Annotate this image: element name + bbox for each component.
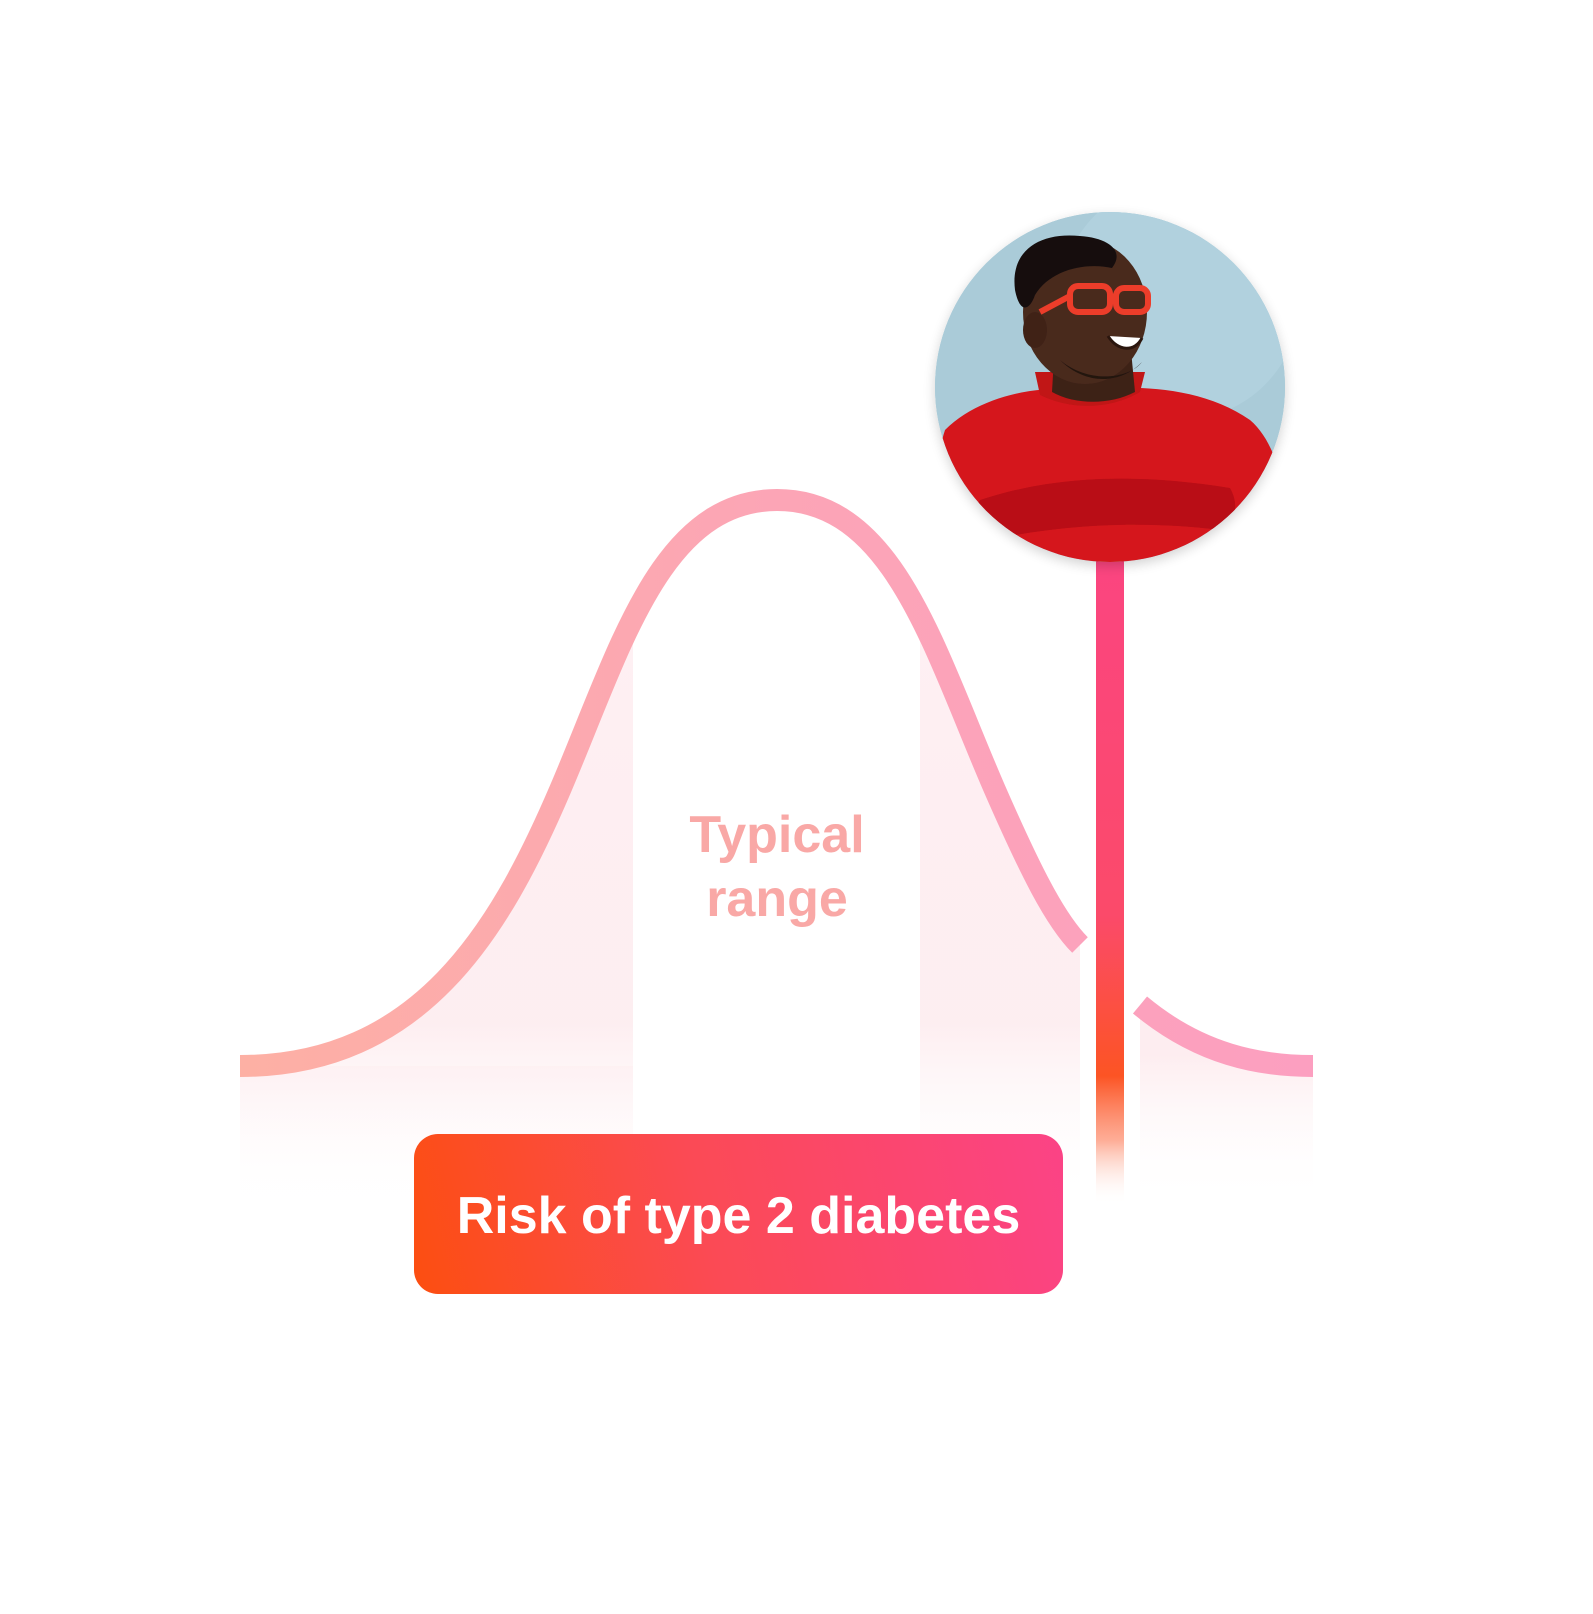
- person-portrait-icon: [935, 212, 1285, 562]
- bell-curve-tail-line: [1132, 996, 1314, 1077]
- bell-curve-line: [239, 488, 1088, 1077]
- typical-range-label-line2: range: [706, 870, 848, 928]
- avatar: [935, 212, 1285, 562]
- right-outer-region-fill: [920, 630, 1080, 1205]
- risk-badge-label: Risk of type 2 diabetes: [457, 1187, 1021, 1245]
- risk-badge: Risk of type 2 diabetes: [414, 1134, 1063, 1294]
- typical-range-label-line1: Typical: [689, 806, 864, 864]
- individual-marker-line: [1096, 555, 1124, 1205]
- right-tail-region-fill: [1140, 1005, 1313, 1205]
